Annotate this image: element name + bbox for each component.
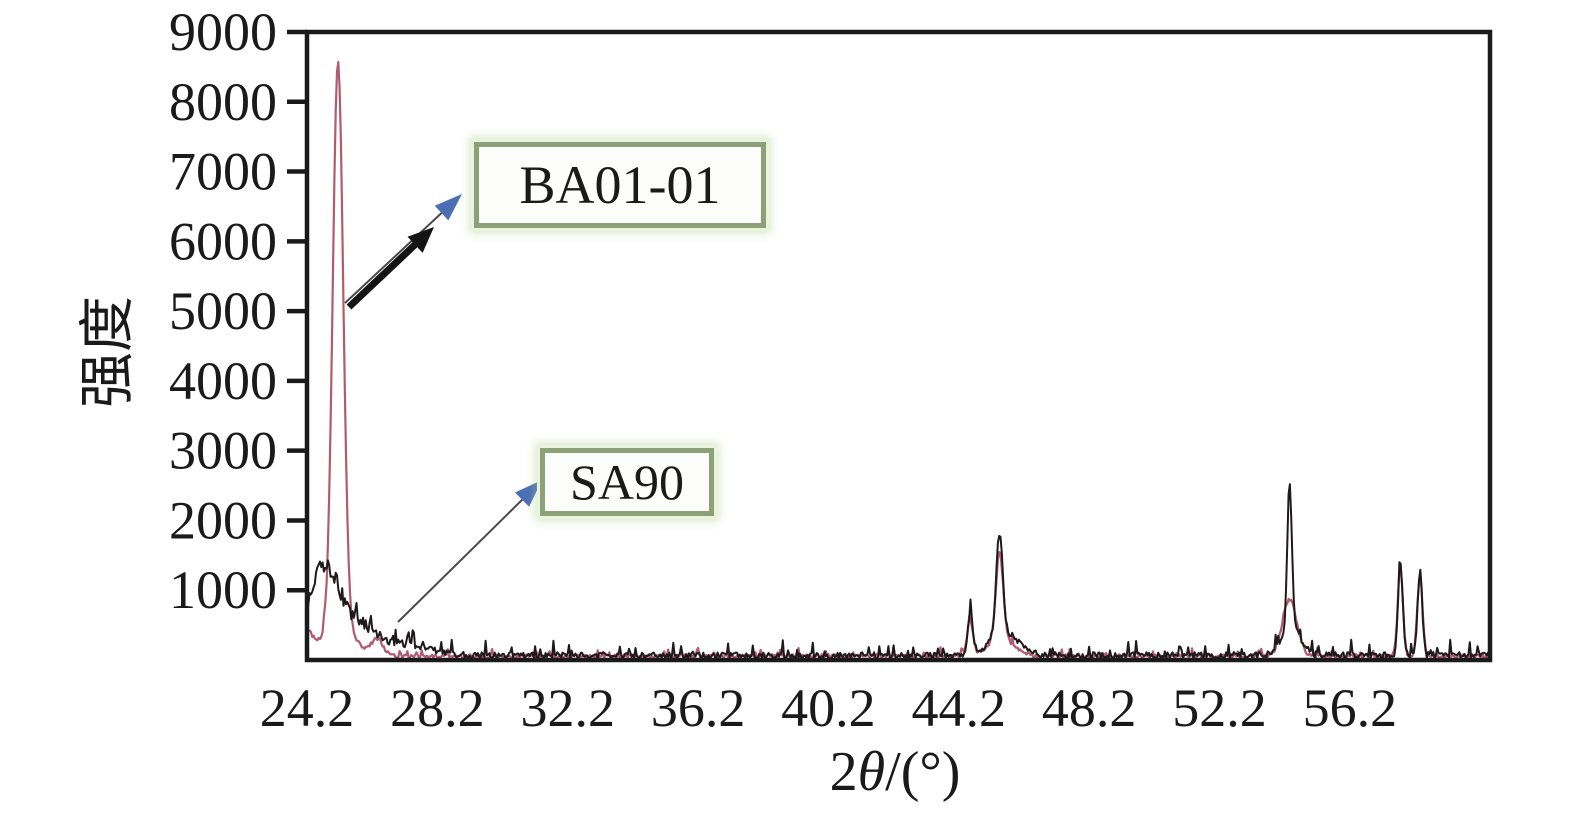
x-tick-label: 48.2	[1042, 678, 1137, 738]
x-tick-label: 28.2	[390, 678, 485, 738]
ba01-01-black-arrowhead-icon	[407, 227, 434, 253]
y-tick-label: 4000	[169, 351, 277, 411]
x-tick-label: 40.2	[781, 678, 876, 738]
callout-label-ba01-01: BA01-01	[519, 155, 721, 215]
series-path-sa90	[306, 483, 1491, 660]
callout-box-sa90: SA90	[540, 448, 714, 516]
y-tick-label: 2000	[169, 490, 277, 550]
y-tick-label: 3000	[169, 421, 277, 481]
x-axis-title-2: 2	[829, 741, 858, 803]
ba01-01-leader-line	[344, 206, 449, 304]
ba01-01-blue-arrowhead-icon	[434, 194, 462, 221]
y-tick-label: 9000	[169, 2, 277, 62]
y-tick-label: 8000	[169, 72, 277, 132]
sa90-leader-line	[397, 494, 528, 623]
y-tick-label: 7000	[169, 142, 277, 202]
y-tick-label: 6000	[169, 211, 277, 271]
y-tick-label: 5000	[169, 281, 277, 341]
x-axis-title: 2θ/(°)	[830, 740, 961, 804]
x-tick-label: 56.2	[1303, 678, 1398, 738]
x-axis-title-unit: /(°)	[885, 741, 961, 803]
ba01-01-black-arrow-line	[346, 237, 423, 310]
x-tick-label: 36.2	[651, 678, 746, 738]
plot-frame	[304, 29, 1493, 663]
x-tick-label: 52.2	[1172, 678, 1267, 738]
x-tick-label: 32.2	[520, 678, 615, 738]
y-axis-title: 强度	[77, 296, 140, 408]
y-tick-label: 1000	[169, 560, 277, 620]
callout-label-sa90: SA90	[570, 454, 684, 510]
sa90-blue-arrowhead-icon	[515, 480, 542, 507]
x-tick-label: 44.2	[912, 678, 1007, 738]
x-axis-title-theta: θ	[857, 741, 886, 803]
x-tick-label: 24.2	[260, 678, 355, 738]
callout-box-ba01-01: BA01-01	[474, 142, 766, 228]
